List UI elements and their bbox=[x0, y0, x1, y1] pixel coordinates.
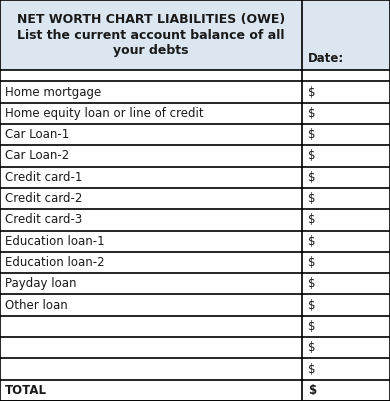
Text: $: $ bbox=[308, 363, 316, 376]
Text: Credit card-2: Credit card-2 bbox=[5, 192, 82, 205]
Text: $: $ bbox=[308, 256, 316, 269]
Text: Other loan: Other loan bbox=[5, 299, 67, 312]
Text: $: $ bbox=[308, 341, 316, 354]
Bar bbox=[0, 0, 390, 70]
Text: NET WORTH CHART LIABILITIES (OWE): NET WORTH CHART LIABILITIES (OWE) bbox=[17, 13, 285, 26]
Text: $: $ bbox=[308, 192, 316, 205]
Text: TOTAL: TOTAL bbox=[5, 384, 47, 397]
Text: Credit card-3: Credit card-3 bbox=[5, 213, 82, 227]
Text: Home equity loan or line of credit: Home equity loan or line of credit bbox=[5, 107, 203, 120]
Text: $: $ bbox=[308, 171, 316, 184]
Text: Credit card-1: Credit card-1 bbox=[5, 171, 82, 184]
Text: Date:: Date: bbox=[308, 53, 344, 65]
Text: Payday loan: Payday loan bbox=[5, 277, 76, 290]
Text: $: $ bbox=[308, 235, 316, 248]
Text: $: $ bbox=[308, 107, 316, 120]
Text: Car Loan-1: Car Loan-1 bbox=[5, 128, 69, 141]
Text: $: $ bbox=[308, 213, 316, 227]
Text: Education loan-1: Education loan-1 bbox=[5, 235, 104, 248]
Text: $: $ bbox=[308, 277, 316, 290]
Text: $: $ bbox=[308, 128, 316, 141]
Text: $: $ bbox=[308, 85, 316, 99]
Text: $: $ bbox=[308, 384, 316, 397]
Text: $: $ bbox=[308, 299, 316, 312]
Text: $: $ bbox=[308, 150, 316, 162]
Text: your debts: your debts bbox=[113, 44, 189, 57]
Text: Car Loan-2: Car Loan-2 bbox=[5, 150, 69, 162]
Text: Home mortgage: Home mortgage bbox=[5, 85, 101, 99]
Text: $: $ bbox=[308, 320, 316, 333]
Text: List the current account balance of all: List the current account balance of all bbox=[18, 28, 285, 42]
Text: Education loan-2: Education loan-2 bbox=[5, 256, 104, 269]
